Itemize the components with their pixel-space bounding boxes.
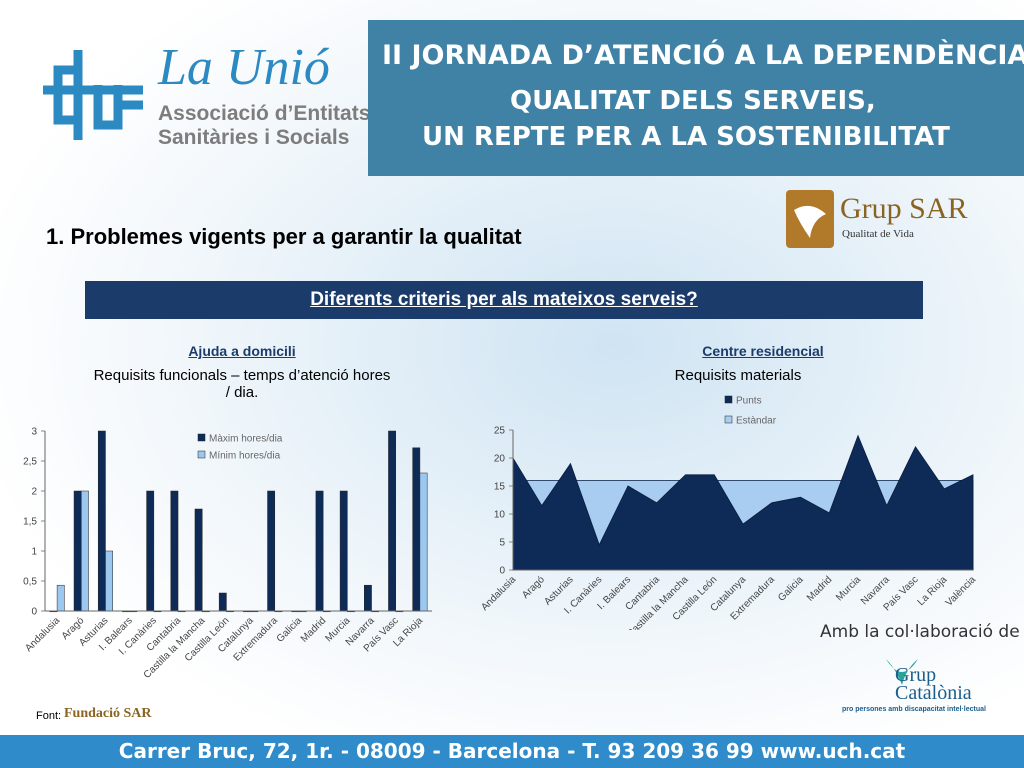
legend-label: Punts xyxy=(736,396,762,407)
collaboration-text: Amb la col·laboració de xyxy=(820,622,1020,642)
bar xyxy=(267,490,276,612)
banner: II JORNADA D’ATENCIÓ A LA DEPENDÈNCIA QU… xyxy=(368,20,1024,176)
bar xyxy=(218,592,227,612)
legend-swatch xyxy=(724,395,733,404)
legend-label: Màxim hores/dia xyxy=(209,434,283,445)
banner-line: UN REPTE PER A LA SOSTENIBILITAT xyxy=(422,122,950,152)
logo-line: Associació d’Entitats xyxy=(158,102,371,125)
y-tick-label: 10 xyxy=(494,510,506,521)
logo-icon xyxy=(43,50,143,140)
banner-line: II JORNADA D’ATENCIÓ A LA DEPENDÈNCIA xyxy=(382,40,1024,71)
subheading: Diferents criteris per als mateixos serv… xyxy=(85,281,923,319)
chart-subtitle: Requisits materials xyxy=(674,367,802,384)
chart-subtitle: Requisits funcionals – temps d’atenció h… xyxy=(93,367,391,401)
sponsor-icon xyxy=(786,190,834,248)
sponsor-tagline: Qualitat de Vida xyxy=(842,228,914,240)
source-name: Fundació SAR xyxy=(64,706,152,721)
bar xyxy=(97,430,106,612)
bar xyxy=(419,472,428,612)
y-tick-label: 2,5 xyxy=(23,457,37,468)
y-tick-label: 2 xyxy=(31,487,37,498)
x-tick-label: Andalusia xyxy=(23,615,62,654)
legend-label: Estàndar xyxy=(736,416,777,427)
banner-line: QUALITAT DELS SERVEIS, xyxy=(510,86,876,116)
x-tick-label: Madrid xyxy=(299,615,328,644)
y-tick-label: 0,5 xyxy=(23,577,37,588)
bar xyxy=(388,430,396,612)
y-tick-label: 25 xyxy=(494,426,506,437)
bar xyxy=(339,490,348,612)
collaboration-tagline: pro persones amb discapacitat intel·lect… xyxy=(842,706,986,713)
y-tick-label: 15 xyxy=(494,482,506,493)
legend-swatch xyxy=(197,450,206,459)
y-tick-label: 0 xyxy=(499,566,505,577)
chart-title: Centre residencial xyxy=(702,343,824,359)
y-tick-label: 1 xyxy=(31,547,37,558)
area xyxy=(512,434,974,571)
collaboration-name: Grup Catalònia xyxy=(895,664,972,704)
y-tick-label: 3 xyxy=(31,427,37,438)
logo-line: Sanitàries i Socials xyxy=(158,126,350,149)
legend-label: Mínim hores/dia xyxy=(209,451,281,462)
bar xyxy=(146,490,155,612)
y-tick-label: 0 xyxy=(31,607,37,618)
legend-swatch xyxy=(197,433,206,442)
bar xyxy=(81,490,89,612)
y-tick-label: 20 xyxy=(494,454,506,465)
heading: 1. Problemes vigents per a garantir la q… xyxy=(46,224,522,249)
bar xyxy=(105,550,113,612)
bar xyxy=(315,490,324,612)
x-tick-label: Andalusia xyxy=(479,574,518,613)
bar xyxy=(170,490,179,612)
sponsor-name: Grup SAR xyxy=(840,192,968,225)
source-label: Font: xyxy=(36,710,62,722)
footer: Carrer Bruc, 72, 1r. - 08009 - Barcelona… xyxy=(0,735,1024,768)
x-tick-label: València xyxy=(944,574,979,609)
y-tick-label: 1,5 xyxy=(23,517,37,528)
x-tick-label: Aragó xyxy=(520,574,547,601)
bar xyxy=(73,490,82,612)
bar xyxy=(364,584,372,612)
logo-name: La Unió xyxy=(158,39,330,96)
bar xyxy=(194,508,203,612)
bar xyxy=(56,584,65,612)
legend-swatch xyxy=(724,415,733,424)
x-tick-label: Galicia xyxy=(776,574,806,604)
x-tick-label: Galicia xyxy=(275,615,305,645)
x-tick-label: Madrid xyxy=(805,574,834,603)
chart-title: Ajuda a domicili xyxy=(188,343,296,359)
y-tick-label: 5 xyxy=(499,538,505,549)
collaboration-icon xyxy=(886,659,918,685)
bar xyxy=(412,447,421,612)
